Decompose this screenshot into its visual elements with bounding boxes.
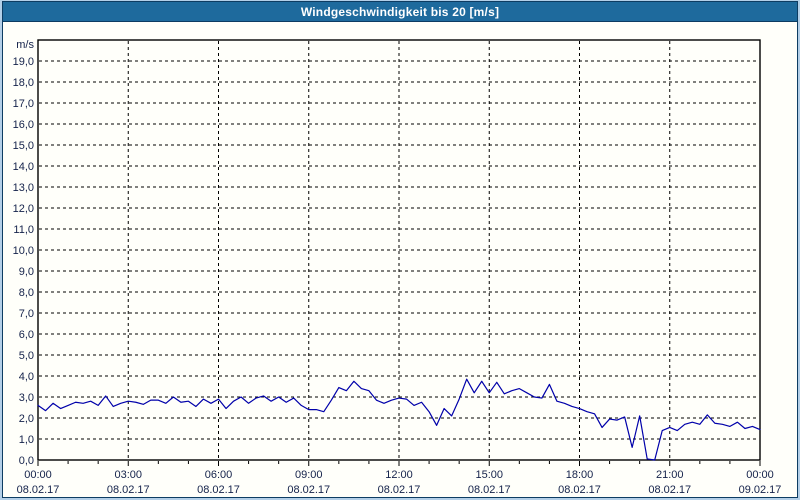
y-tick-label: 19,0: [13, 56, 34, 68]
y-tick-label: 9,0: [19, 266, 34, 278]
wind-speed-chart: 0,0 1,0 2,0 3,0 4,0 5,0 6,0 7,0 8,0 9,0 10,0 11,0 12…: [13, 39, 782, 496]
y-tick-label: 0,0: [19, 455, 34, 467]
x-tick-time-label: 00:00: [746, 469, 774, 481]
plot-border: [37, 39, 761, 461]
x-tick-time-label: 15:00: [475, 469, 503, 481]
x-tick-time-label: 00:00: [24, 469, 52, 481]
y-tick-label: 6,0: [19, 329, 34, 341]
x-tick-date-label: 08.02.17: [378, 484, 421, 496]
y-tick-label: 8,0: [19, 287, 34, 299]
y-tick-label: 13,0: [13, 182, 34, 194]
x-tick-time-label: 21:00: [656, 469, 684, 481]
y-tick-label: 2,0: [19, 413, 34, 425]
window-titlebar: Windgeschwindigkeit bis 20 [m/s]: [3, 2, 797, 22]
x-tick-time-label: 06:00: [205, 469, 233, 481]
x-tick-date-label: 08.02.17: [287, 484, 330, 496]
x-tick-time-label: 09:00: [295, 469, 323, 481]
y-tick-label: 5,0: [19, 350, 34, 362]
x-tick-time-label: 18:00: [566, 469, 594, 481]
y-tick-label: 1,0: [19, 434, 34, 446]
y-tick-label: 11,0: [13, 224, 34, 236]
x-axis-labels: 00:00 08.02.17 03:00 08.02.17 06:00 08.02.17 0…: [17, 469, 782, 496]
y-tick-label: 18,0: [13, 77, 34, 89]
wind-speed-line: [37, 378, 761, 461]
x-tick-date-label: 08.02.17: [648, 484, 691, 496]
y-tick-label: 10,0: [13, 245, 34, 257]
window-title: Windgeschwindigkeit bis 20 [m/s]: [300, 4, 500, 19]
y-tick-label: 12,0: [13, 203, 34, 215]
x-tick-date-label: 08.02.17: [107, 484, 150, 496]
x-tick-date-label: 09.02.17: [739, 484, 782, 496]
y-tick-label: 4,0: [19, 371, 34, 383]
x-tick-date-label: 08.02.17: [468, 484, 511, 496]
x-tick-date-label: 08.02.17: [558, 484, 601, 496]
y-tick-label: 7,0: [19, 308, 34, 320]
y-tick-label: 16,0: [13, 119, 34, 131]
x-tick-date-label: 08.02.17: [197, 484, 240, 496]
x-axis-ticks: [37, 461, 761, 466]
y-axis-labels: 0,0 1,0 2,0 3,0 4,0 5,0 6,0 7,0 8,0 9,0 10,0 11,0 12…: [13, 56, 34, 467]
chart-area: 0,0 1,0 2,0 3,0 4,0 5,0 6,0 7,0 8,0 9,0 10,0 11,0 12…: [3, 22, 797, 497]
y-tick-label: 14,0: [13, 161, 34, 173]
x-tick-time-label: 03:00: [114, 469, 142, 481]
grid-lines: [39, 41, 759, 459]
y-tick-label: 3,0: [19, 392, 34, 404]
x-tick-date-label: 08.02.17: [17, 484, 60, 496]
y-tick-label: 17,0: [13, 98, 34, 110]
x-tick-time-label: 12:00: [385, 469, 413, 481]
y-axis-unit-label: m/s: [16, 39, 34, 51]
y-tick-label: 15,0: [13, 140, 34, 152]
